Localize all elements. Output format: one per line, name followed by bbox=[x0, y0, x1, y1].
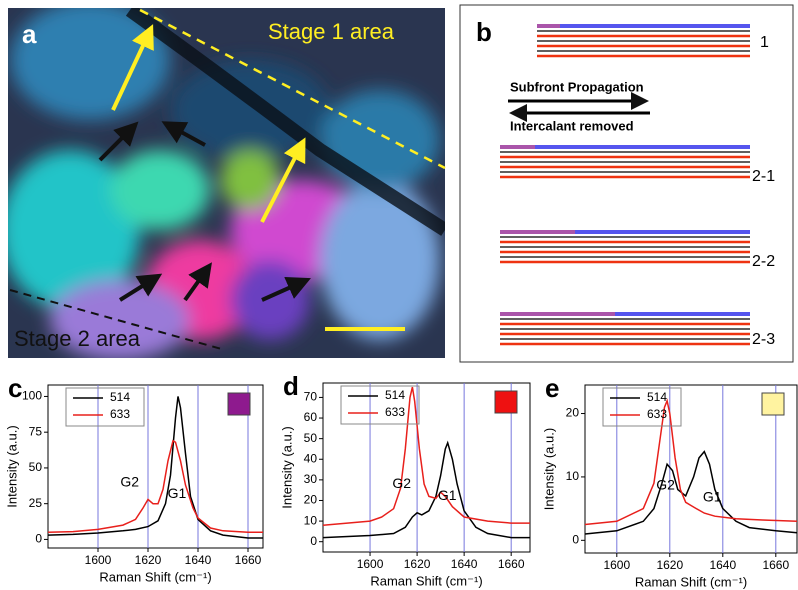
step-label: 2-3 bbox=[752, 331, 775, 348]
panel-label: c bbox=[8, 373, 22, 403]
forward-label: Subfront Propagation bbox=[510, 79, 644, 94]
y-tick-label: 60 bbox=[304, 410, 318, 424]
legend-frame bbox=[65, 387, 145, 427]
y-tick-label: 0 bbox=[35, 532, 42, 546]
series-line bbox=[584, 398, 798, 526]
y-tick-label: 50 bbox=[29, 460, 43, 474]
x-tick-label: 1660 bbox=[498, 557, 525, 571]
y-tick-label: 75 bbox=[29, 424, 43, 438]
x-axis-label: Raman Shift (cm⁻¹) bbox=[370, 573, 482, 588]
y-tick-label: 20 bbox=[304, 493, 318, 507]
annotation: G2 bbox=[656, 477, 675, 493]
backward-label: Intercalant removed bbox=[510, 118, 634, 133]
x-axis-label: Raman Shift (cm⁻¹) bbox=[635, 574, 747, 589]
x-axis-label: Raman Shift (cm⁻¹) bbox=[99, 569, 211, 584]
series-line bbox=[584, 450, 798, 535]
panel-a: a Stage 1 area Stage 2 area bbox=[8, 8, 446, 358]
y-tick-label: 0 bbox=[310, 534, 317, 548]
panel-b: b 1 Subfront Propagation Intercalant rem… bbox=[459, 4, 794, 363]
x-tick-label: 1620 bbox=[135, 553, 162, 567]
step-label: 2-2 bbox=[752, 253, 775, 270]
legend-frame bbox=[340, 385, 420, 425]
series-line bbox=[47, 396, 263, 539]
sample-marker bbox=[761, 392, 785, 416]
panel-b-frame bbox=[459, 4, 794, 363]
annotation: G2 bbox=[120, 474, 139, 490]
y-axis-label: Intensity (a.u.) bbox=[4, 425, 19, 507]
sample-marker bbox=[227, 392, 251, 416]
x-tick-label: 1620 bbox=[404, 557, 431, 571]
annotation: G1 bbox=[438, 487, 457, 503]
stage2-label: Stage 2 area bbox=[14, 326, 141, 351]
legend-label: 514 bbox=[110, 390, 130, 404]
step-label: 2-1 bbox=[752, 168, 775, 185]
legend-label: 633 bbox=[647, 407, 667, 421]
y-tick-label: 20 bbox=[566, 406, 580, 420]
y-tick-label: 100 bbox=[22, 389, 42, 403]
y-tick-label: 70 bbox=[304, 390, 318, 404]
x-tick-label: 1660 bbox=[762, 558, 789, 572]
x-tick-label: 1660 bbox=[235, 553, 262, 567]
panel-label: e bbox=[545, 373, 559, 403]
annotation: G2 bbox=[392, 475, 411, 491]
x-tick-label: 1640 bbox=[451, 557, 478, 571]
stage1-label: Stage 1 area bbox=[268, 19, 395, 44]
y-tick-label: 0 bbox=[572, 532, 579, 546]
plot-frame bbox=[47, 384, 264, 549]
series-line bbox=[322, 386, 530, 526]
annotation: G1 bbox=[168, 485, 187, 501]
y-tick-label: 25 bbox=[29, 496, 43, 510]
panel-label: d bbox=[283, 371, 299, 401]
legend-label: 514 bbox=[647, 390, 667, 404]
y-tick-label: 40 bbox=[304, 451, 318, 465]
x-tick-label: 1600 bbox=[85, 553, 112, 567]
sample-marker bbox=[494, 390, 518, 414]
legend-frame bbox=[602, 387, 682, 427]
y-tick-label: 30 bbox=[304, 472, 318, 486]
x-tick-label: 1640 bbox=[709, 558, 736, 572]
x-tick-label: 1620 bbox=[656, 558, 683, 572]
y-tick-label: 10 bbox=[304, 513, 318, 527]
y-axis-label: Intensity (a.u.) bbox=[541, 428, 556, 510]
panel-label: b bbox=[476, 17, 492, 47]
step-label: 1 bbox=[760, 34, 769, 51]
series-line bbox=[47, 439, 263, 534]
x-tick-label: 1640 bbox=[185, 553, 212, 567]
legend-label: 633 bbox=[110, 407, 130, 421]
y-axis-label: Intensity (a.u.) bbox=[279, 426, 294, 508]
panel-label: a bbox=[22, 19, 37, 49]
y-tick-label: 50 bbox=[304, 431, 318, 445]
x-tick-label: 1600 bbox=[603, 558, 630, 572]
y-tick-label: 10 bbox=[566, 469, 580, 483]
series-line bbox=[322, 440, 530, 539]
annotation: G1 bbox=[703, 488, 722, 504]
x-tick-label: 1600 bbox=[357, 557, 384, 571]
legend-label: 514 bbox=[385, 388, 405, 402]
legend-label: 633 bbox=[385, 405, 405, 419]
